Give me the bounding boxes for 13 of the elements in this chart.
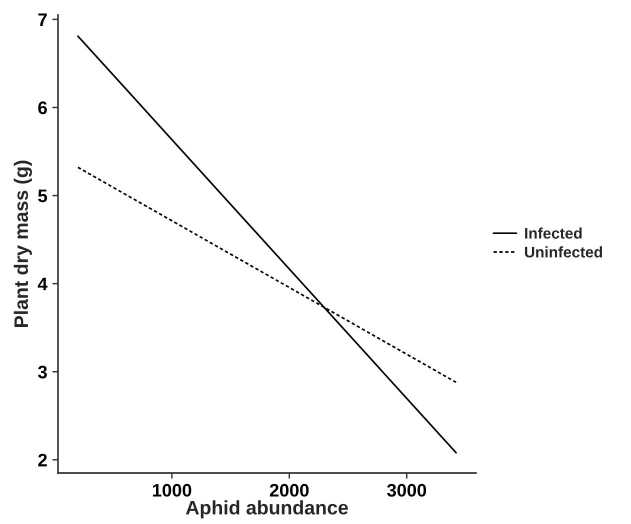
x-tick-label: 2000 — [270, 484, 309, 497]
x-axis-title: Aphid abundance — [186, 500, 348, 518]
y-axis-title: Plant dry mass (g) — [14, 160, 32, 327]
legend-label: Uninfected — [525, 246, 602, 258]
x-tick-label: 3000 — [387, 484, 426, 497]
y-tick-label: 5 — [38, 190, 48, 202]
legend-label: Infected — [525, 227, 582, 239]
y-tick-label: 6 — [38, 101, 47, 114]
y-tick-label: 4 — [38, 278, 48, 290]
y-tick-label: 7 — [38, 14, 47, 26]
x-tick-label: 1000 — [152, 484, 192, 497]
y-tick-label: 3 — [38, 366, 47, 378]
y-tick-label: 2 — [38, 454, 47, 466]
